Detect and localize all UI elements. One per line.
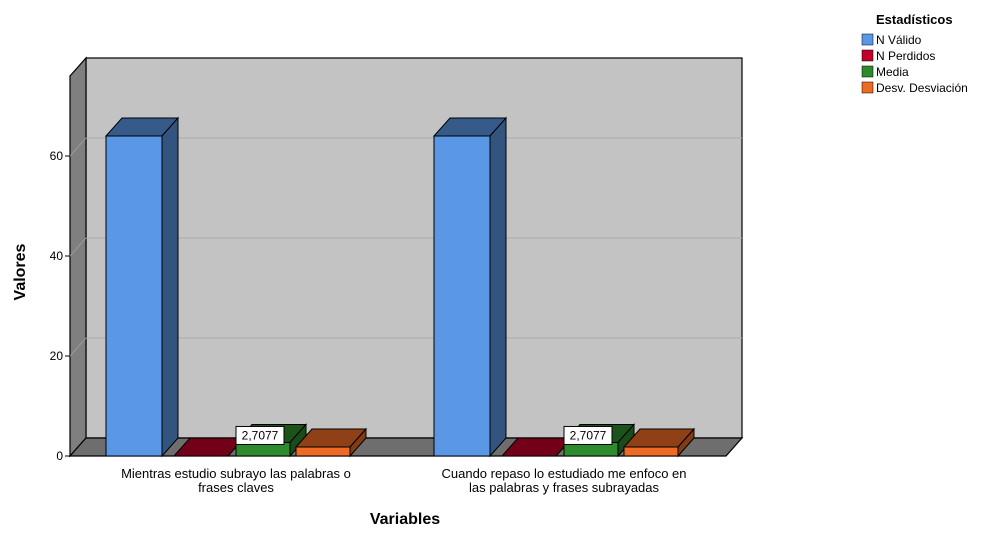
legend-swatch	[861, 33, 874, 46]
x-axis-title: Variables	[370, 511, 440, 528]
plot-left-wall	[69, 56, 87, 458]
data-label: 2,7077	[570, 428, 607, 442]
bar	[432, 116, 508, 458]
bar-front	[433, 135, 491, 457]
data-label-box	[563, 425, 613, 445]
legend-label: N Válido	[876, 33, 922, 47]
bar	[622, 427, 696, 458]
legend-label: Desv. Desviación	[876, 81, 968, 95]
bar-front	[295, 446, 351, 457]
bar-side	[161, 116, 179, 458]
legend-swatch	[861, 49, 874, 62]
plot-back-wall	[85, 57, 743, 439]
legend-label: N Perdidos	[876, 49, 935, 63]
y-axis-title: Valores	[12, 243, 29, 300]
y-tick-label: 40	[50, 249, 64, 263]
legend-title: Estadísticos	[876, 12, 953, 27]
legend-label: Media	[876, 65, 909, 79]
x-category-label: Cuando repaso lo estudiado me enfoco en	[441, 466, 686, 481]
gridline-side	[69, 237, 87, 257]
data-label-box	[235, 425, 285, 445]
data-label: 2,7077	[242, 428, 279, 442]
x-category-label: Mientras estudio subrayo las palabras o	[121, 466, 351, 481]
bar-front	[105, 135, 163, 457]
bar	[104, 116, 180, 458]
gridline-side	[69, 137, 87, 157]
gridline-side	[69, 337, 87, 357]
bar-front	[623, 446, 679, 457]
bar-side	[489, 116, 507, 458]
legend: Estadísticos N Válido N Perdidos Media Desv.…	[861, 12, 968, 95]
y-tick-label: 0	[56, 449, 63, 463]
y-tick-label: 20	[50, 349, 64, 363]
x-category-label: frases claves	[198, 480, 274, 495]
legend-swatch	[861, 81, 874, 94]
y-tick-label: 60	[50, 149, 64, 163]
x-category-label: las palabras y frases subrayadas	[469, 480, 660, 495]
legend-swatch	[861, 65, 874, 78]
bar	[294, 427, 368, 458]
